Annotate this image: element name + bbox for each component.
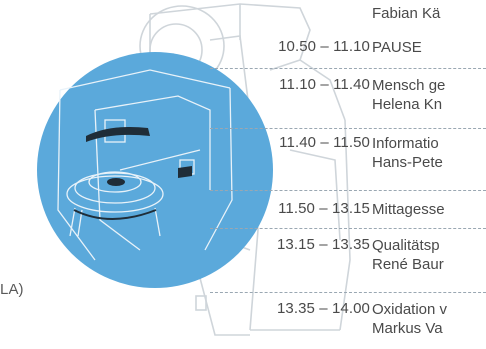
time-slot: 13.15 – 13.35 — [276, 236, 370, 253]
session-text: PAUSE — [372, 39, 422, 56]
time-slot: 11.50 – 13.15 — [278, 200, 370, 217]
time-slot: 11.40 – 11.50 — [279, 134, 370, 151]
time-slot: 11.10 – 11.40 — [279, 76, 370, 93]
session-text: Informatio Hans-Pete — [372, 135, 443, 171]
row-separator — [210, 228, 486, 229]
session-text: Qualitätsp René Baur — [372, 237, 444, 273]
row-separator — [210, 292, 486, 293]
row-separator — [210, 68, 486, 69]
magnifier-circle — [37, 52, 273, 288]
row-separator — [210, 190, 486, 191]
cut-off-text: LA) — [0, 281, 24, 298]
session-text: Mensch ge Helena Kn — [372, 77, 446, 113]
time-slot: 13.35 – 14.00 — [276, 300, 370, 317]
session-text: Mittagesse — [372, 201, 445, 218]
time-slot: 10.50 – 11.10 — [278, 38, 370, 55]
magnified-dark-parts — [73, 127, 192, 220]
row-separator — [210, 128, 486, 129]
session-text: Oxidation v Markus Va — [372, 301, 448, 337]
speaker-name: Fabian Kä — [372, 5, 441, 22]
